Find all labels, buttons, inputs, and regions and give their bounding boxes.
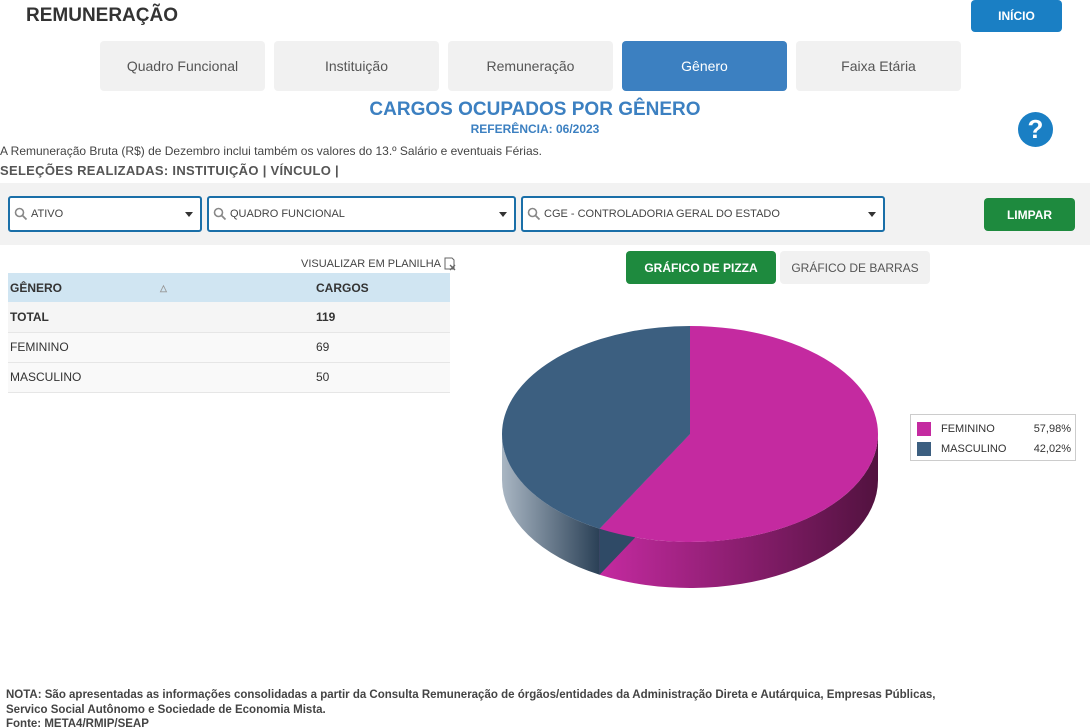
- clear-button[interactable]: LIMPAR: [984, 198, 1075, 231]
- column-header-cargos[interactable]: CARGOS: [298, 273, 450, 302]
- table-row[interactable]: MASCULINO 50: [8, 362, 450, 393]
- row-label: MASCULINO: [8, 362, 298, 393]
- footer-note: NOTA: São apresentadas as informações co…: [6, 688, 996, 728]
- column-header-genero[interactable]: GÊNERO △: [8, 273, 298, 302]
- help-icon[interactable]: ?: [1018, 112, 1053, 147]
- quadro-value: QUADRO FUNCIONAL: [230, 208, 345, 220]
- total-value: 119: [298, 302, 450, 333]
- note-line: Servico Social Autônomo e Sociedade de E…: [6, 703, 326, 716]
- sort-icon[interactable]: △: [160, 283, 167, 293]
- table-header-row: GÊNERO △ CARGOS: [8, 273, 450, 302]
- legend-percent: 57,98%: [1033, 423, 1071, 435]
- column-header-genero-label: GÊNERO: [10, 280, 63, 295]
- tab-remuneracao[interactable]: Remuneração: [448, 41, 613, 91]
- page-title: REMUNERAÇÃO: [26, 5, 178, 26]
- legend-item-feminino[interactable]: FEMININO 57,98%: [917, 421, 1071, 437]
- pie-chart-button[interactable]: GRÁFICO DE PIZZA: [626, 251, 776, 284]
- legend-item-masculino[interactable]: MASCULINO 42,02%: [917, 441, 1071, 457]
- chevron-down-icon: [185, 212, 193, 217]
- vinculo-select[interactable]: ATIVO: [8, 196, 202, 232]
- filter-bar: ATIVO QUADRO FUNCIONAL CGE - CONTROLADOR…: [0, 183, 1090, 245]
- legend-percent: 42,02%: [1033, 443, 1071, 455]
- legend-label: MASCULINO: [941, 443, 1007, 455]
- pie-slice-feminino[interactable]: [599, 326, 878, 542]
- tab-quadro-funcional[interactable]: Quadro Funcional: [100, 41, 265, 91]
- total-label: TOTAL: [8, 302, 298, 333]
- search-icon: [14, 207, 28, 221]
- view-spreadsheet-link[interactable]: VISUALIZAR EM PLANILHA: [301, 257, 457, 271]
- legend-label: FEMININO: [941, 423, 995, 435]
- tab-genero[interactable]: Gênero: [622, 41, 787, 91]
- chevron-down-icon: [499, 212, 507, 217]
- pie-slice-masculino[interactable]: [501, 326, 690, 529]
- table-row[interactable]: FEMININO 69: [8, 332, 450, 363]
- tab-faixa-etaria[interactable]: Faixa Etária: [796, 41, 961, 91]
- search-icon: [527, 207, 541, 221]
- instituicao-value: CGE - CONTROLADORIA GERAL DO ESTADO: [544, 208, 780, 220]
- selections-summary: SELEÇÕES REALIZADAS: INSTITUIÇÃO | VÍNCU…: [0, 163, 339, 178]
- pie-side-feminino: [599, 434, 878, 588]
- search-icon: [213, 207, 227, 221]
- row-value: 69: [298, 332, 450, 363]
- instituicao-select[interactable]: CGE - CONTROLADORIA GERAL DO ESTADO: [521, 196, 885, 232]
- tab-instituicao[interactable]: Instituição: [274, 41, 439, 91]
- pie-side-masculino: [502, 434, 600, 575]
- spreadsheet-icon: [444, 257, 456, 271]
- gender-table: GÊNERO △ CARGOS TOTAL 119 FEMININO 69 MA…: [8, 273, 450, 393]
- chart-legend: FEMININO 57,98% MASCULINO 42,02%: [910, 414, 1076, 461]
- bar-chart-button[interactable]: GRÁFICO DE BARRAS: [780, 251, 930, 284]
- info-text: A Remuneração Bruta (R$) de Dezembro inc…: [0, 144, 542, 158]
- home-button[interactable]: INÍCIO: [971, 0, 1062, 32]
- vinculo-value: ATIVO: [31, 208, 64, 220]
- row-value: 50: [298, 362, 450, 393]
- section-title: CARGOS OCUPADOS POR GÊNERO: [369, 99, 701, 120]
- view-spreadsheet-label: VISUALIZAR EM PLANILHA: [301, 258, 441, 270]
- note-line: NOTA: São apresentadas as informações co…: [6, 689, 936, 701]
- tab-bar: Quadro Funcional Instituição Remuneração…: [100, 41, 970, 91]
- section-reference: REFERÊNCIA: 06/2023: [470, 122, 600, 136]
- table-row-total: TOTAL 119: [8, 302, 450, 333]
- legend-swatch: [917, 422, 931, 436]
- note-source: Fonte: META4/RMIP/SEAP: [6, 718, 149, 728]
- row-label: FEMININO: [8, 332, 298, 363]
- pie-chart: [501, 326, 878, 588]
- legend-swatch: [917, 442, 931, 456]
- chevron-down-icon: [868, 212, 876, 217]
- quadro-select[interactable]: QUADRO FUNCIONAL: [207, 196, 516, 232]
